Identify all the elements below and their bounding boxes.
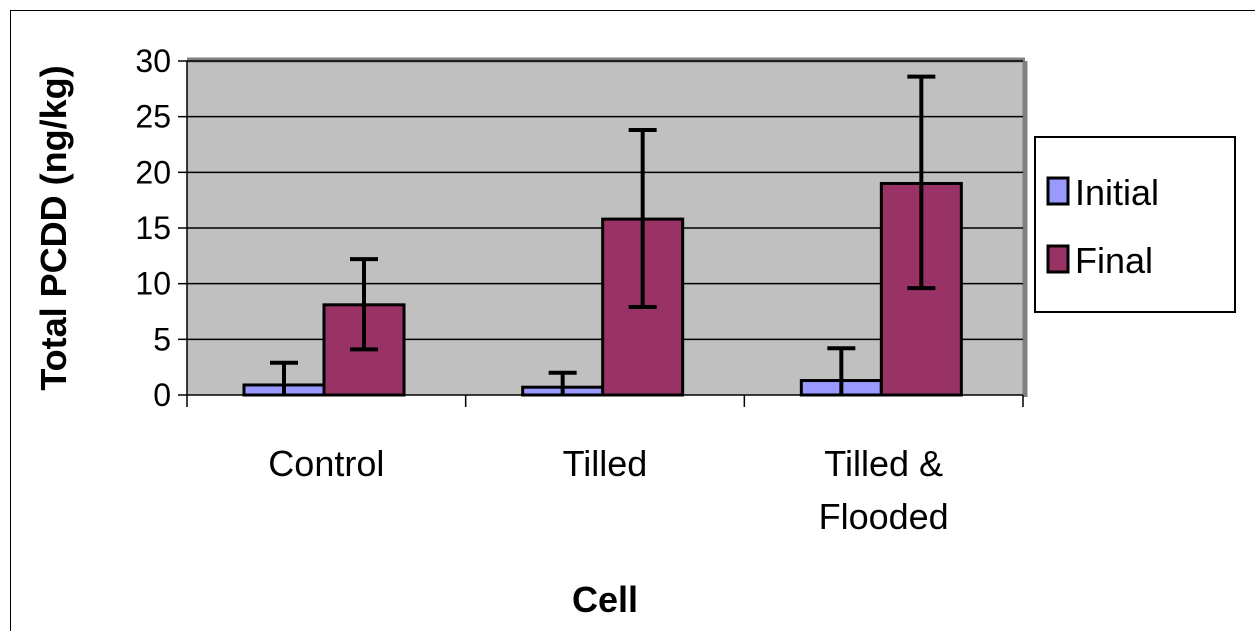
y-tick-label: 0 — [153, 377, 171, 413]
x-category-label: Tilled & Flooded — [819, 443, 949, 537]
legend-label-final: Final — [1075, 240, 1153, 281]
y-tick-label: 10 — [135, 266, 171, 302]
y-axis-title: Total PCDD (ng/kg) — [33, 65, 74, 390]
y-tick-label: 15 — [135, 210, 171, 246]
x-axis-title: Cell — [572, 579, 638, 620]
x-category-label: Control — [268, 443, 384, 484]
legend-swatch-initial — [1046, 176, 1070, 206]
legend-label-initial: Initial — [1075, 172, 1159, 213]
y-tick-label: 25 — [135, 99, 171, 135]
axes — [178, 60, 1024, 407]
x-category-label: Tilled — [563, 443, 648, 484]
x-tick-labels: Control Tilled Tilled & Flooded — [268, 443, 948, 537]
y-tick-labels: 0 5 10 15 20 25 30 — [135, 43, 171, 413]
error-bars — [270, 74, 936, 395]
y-tick-label: 30 — [135, 43, 171, 79]
legend-swatch-final — [1046, 244, 1070, 274]
legend-box — [1034, 136, 1236, 313]
legend: Initial Final — [1034, 136, 1236, 313]
y-tick-label: 20 — [135, 154, 171, 190]
y-tick-label: 5 — [153, 321, 171, 357]
